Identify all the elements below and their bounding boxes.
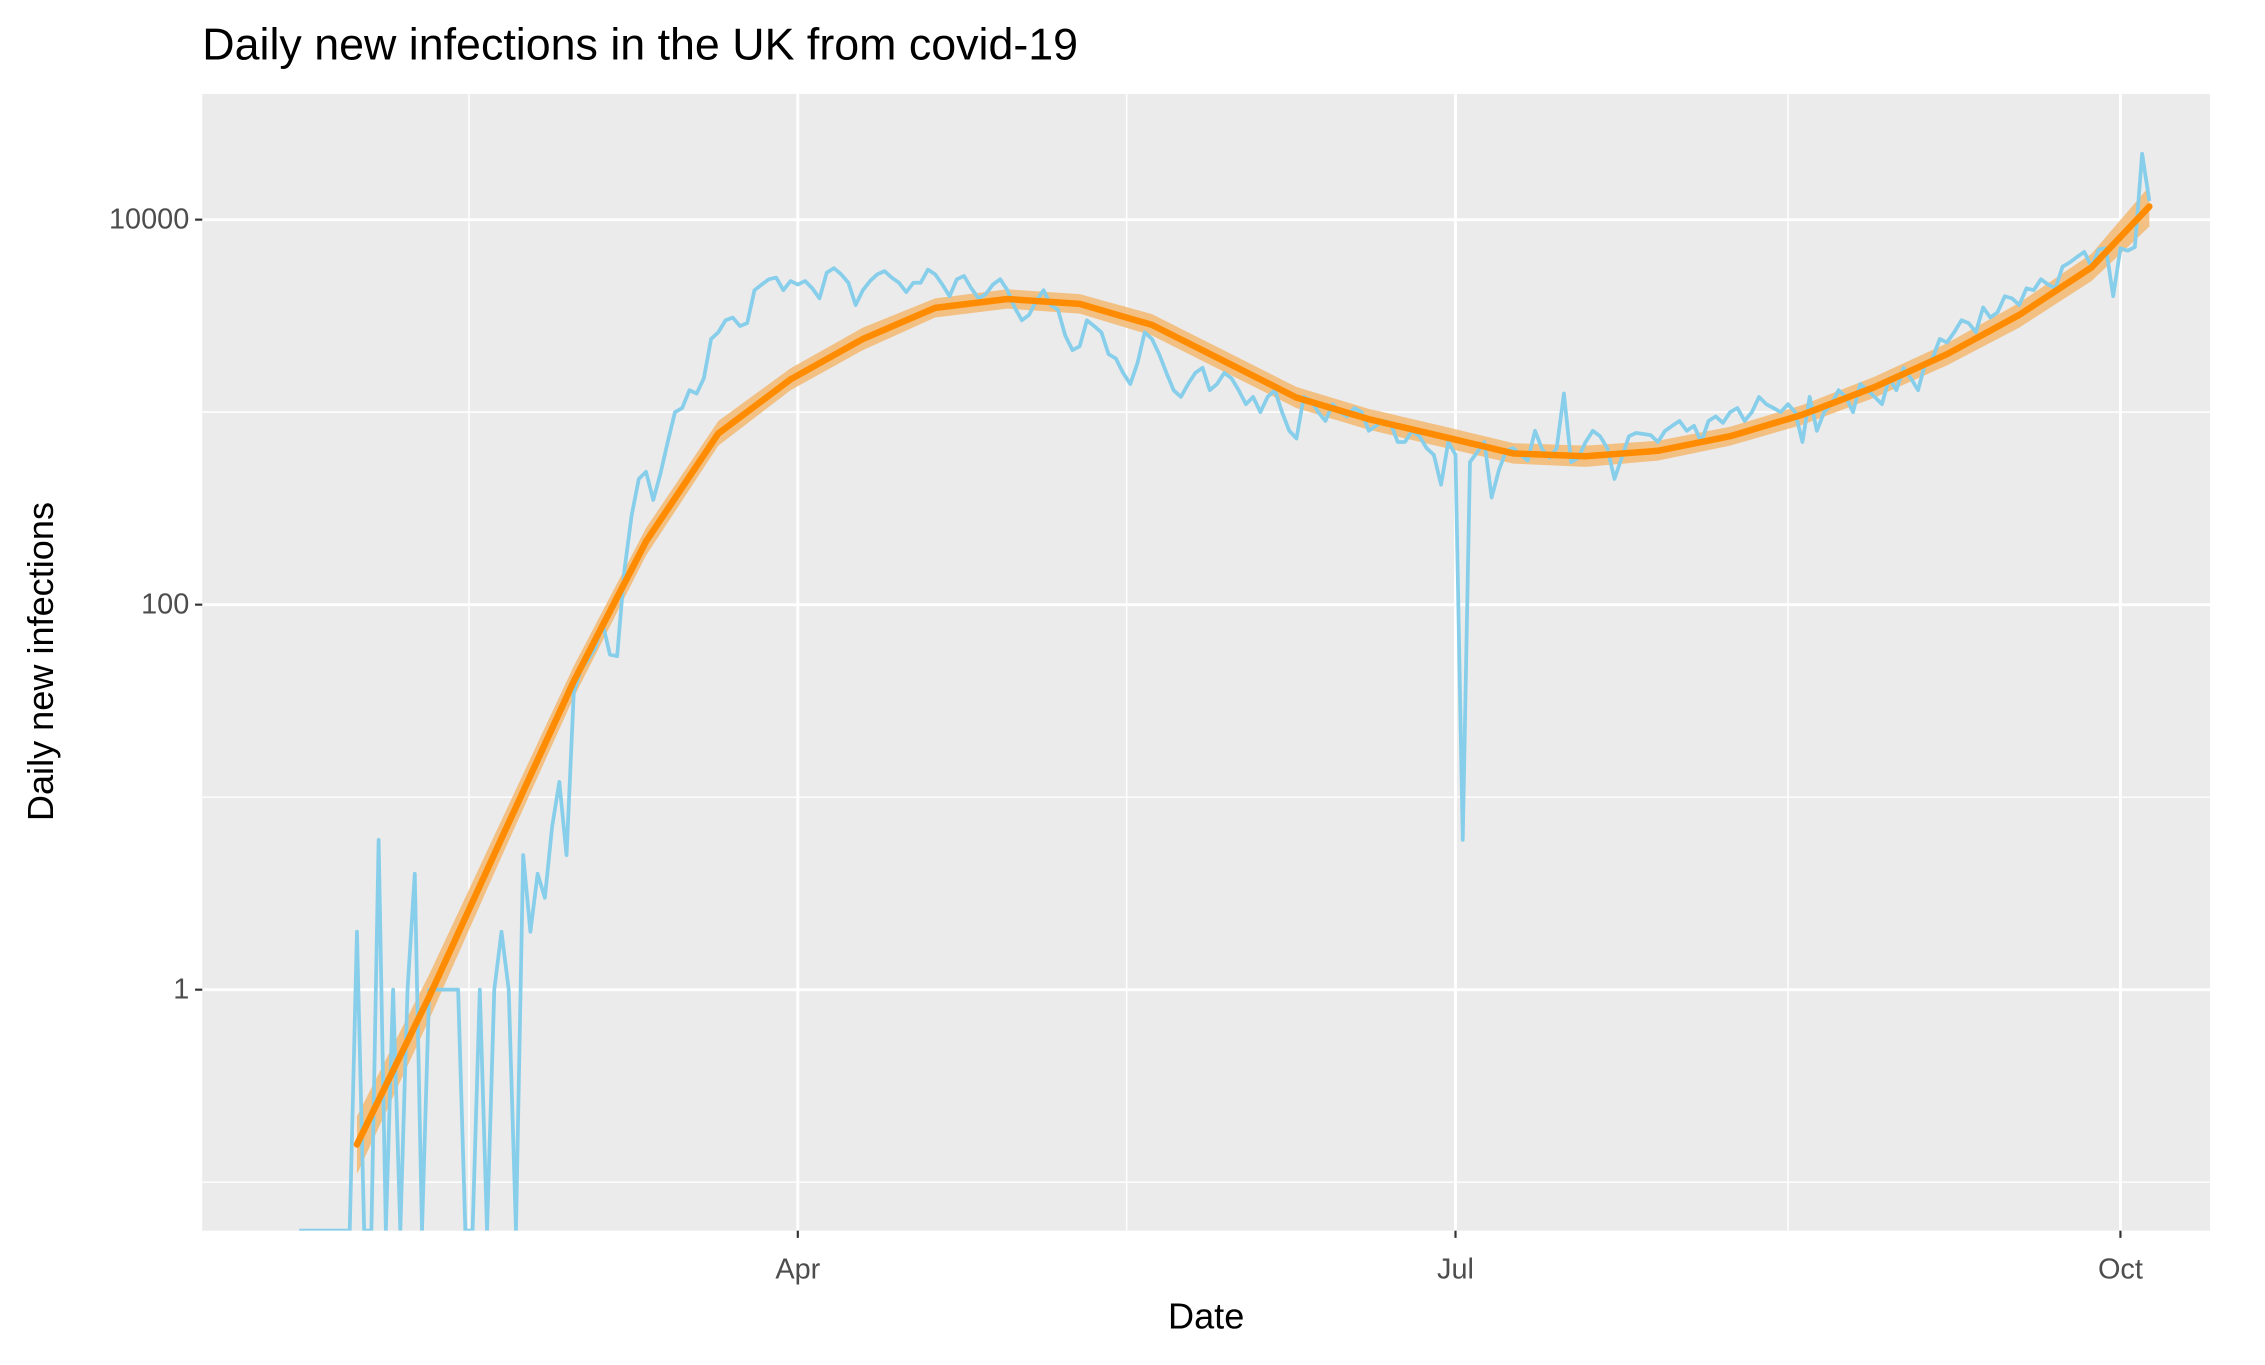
chart-title: Daily new infections in the UK from covi…	[202, 19, 1078, 69]
marks	[299, 151, 2153, 1231]
confidence-band	[356, 186, 2150, 1175]
data-line	[299, 151, 2152, 1231]
plot-panel	[202, 93, 2211, 1231]
y-tick-label: 10000	[109, 204, 189, 236]
x-tick-label: Jul	[1437, 1254, 1474, 1286]
grid	[202, 93, 2211, 1231]
x-tick-label: Oct	[2098, 1254, 2143, 1286]
y-tick-label: 1	[173, 974, 189, 1006]
axes: 1 100 10000 Apr Jul Oct	[109, 204, 2143, 1286]
smooth-line	[353, 203, 2153, 1148]
y-tick-label: 100	[141, 589, 189, 621]
x-axis-title: Date	[1168, 1295, 1244, 1336]
y-axis-title: Daily new infections	[20, 502, 61, 821]
x-tick-label: Apr	[775, 1254, 820, 1286]
